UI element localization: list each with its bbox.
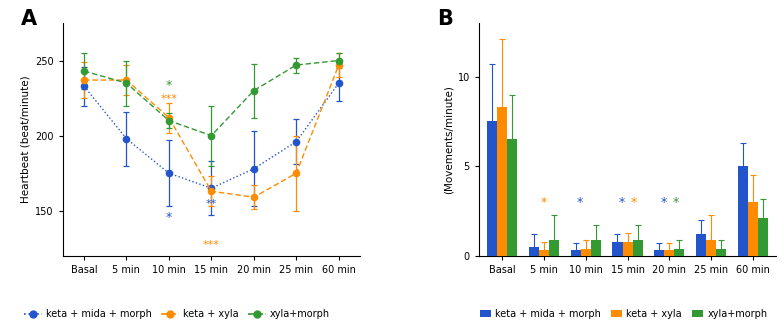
- Bar: [706, 240, 717, 256]
- Bar: [717, 249, 726, 256]
- Text: *: *: [660, 196, 666, 209]
- Text: A: A: [21, 9, 37, 29]
- Bar: [539, 251, 549, 256]
- Text: *: *: [165, 79, 172, 92]
- Y-axis label: Heartbeat (beat/minute): Heartbeat (beat/minute): [21, 75, 31, 203]
- Bar: [497, 107, 507, 256]
- Legend: keta + mida + morph, keta + xyla, xyla+morph: keta + mida + morph, keta + xyla, xyla+m…: [476, 305, 771, 323]
- Bar: [507, 139, 517, 256]
- Bar: [696, 234, 706, 256]
- Bar: [612, 241, 622, 256]
- Bar: [758, 218, 768, 256]
- Text: *: *: [630, 196, 637, 209]
- Text: *: *: [619, 196, 625, 209]
- Text: **: **: [205, 199, 217, 209]
- Text: *: *: [673, 196, 678, 209]
- Bar: [748, 202, 758, 256]
- Bar: [738, 166, 748, 256]
- Text: ***: ***: [161, 94, 177, 104]
- Text: *: *: [541, 196, 547, 209]
- Bar: [622, 241, 633, 256]
- Y-axis label: (Movements/minute): (Movements/minute): [444, 85, 453, 194]
- Bar: [590, 240, 601, 256]
- Bar: [528, 247, 539, 256]
- Text: *: *: [576, 196, 583, 209]
- Text: *: *: [165, 211, 172, 224]
- Bar: [571, 251, 581, 256]
- Bar: [581, 249, 590, 256]
- Bar: [655, 251, 664, 256]
- Bar: [674, 249, 684, 256]
- Bar: [633, 240, 643, 256]
- Legend: keta + mida + morph, keta + xyla, xyla+morph: keta + mida + morph, keta + xyla, xyla+m…: [20, 305, 333, 323]
- Text: ***: ***: [203, 240, 220, 250]
- Bar: [664, 251, 674, 256]
- Bar: [549, 240, 559, 256]
- Bar: [487, 121, 497, 256]
- Text: B: B: [437, 9, 453, 29]
